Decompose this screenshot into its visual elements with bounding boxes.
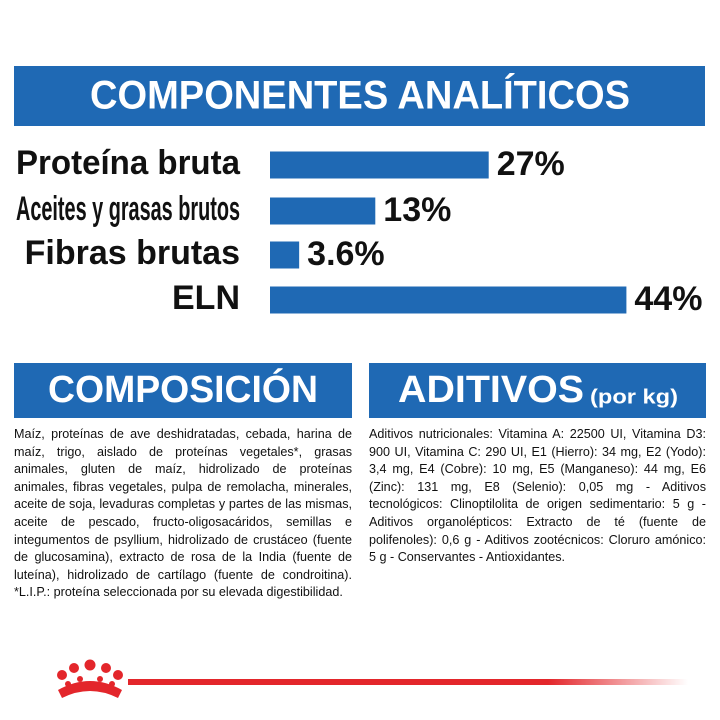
bar xyxy=(270,286,627,314)
composition-text: Maíz, proteínas de ave deshidratadas, ce… xyxy=(14,427,352,600)
additives-subtitle: (por kg) xyxy=(590,386,678,408)
value-label: 13% xyxy=(383,191,451,229)
category-label: ELN xyxy=(172,279,240,317)
title-banner xyxy=(14,66,705,126)
additives-banner xyxy=(369,363,706,418)
bar xyxy=(270,151,489,179)
crown-logo xyxy=(57,659,123,698)
bar-chart: Proteína bruta 27% Aceites y grasas brutos… xyxy=(16,144,702,318)
bar xyxy=(270,241,300,269)
category-label: Fibras brutas xyxy=(25,234,240,272)
value-label: 3.6% xyxy=(307,235,385,273)
category-label: Aceites y grasas brutos xyxy=(16,190,240,228)
value-label: 27% xyxy=(497,145,565,183)
composition-title: COMPOSICIÓN xyxy=(48,367,318,411)
additives-text: Aditivos nutricionales: Vitamina A: 2250… xyxy=(369,427,706,565)
composition-banner xyxy=(14,363,352,418)
chart-title: COMPONENTES ANALÍTICOS xyxy=(90,73,630,118)
category-label: Proteína bruta xyxy=(16,144,241,182)
additives-title: ADITIVOS xyxy=(398,369,584,411)
bar xyxy=(270,197,376,225)
footer-line xyxy=(128,679,688,685)
value-label: 44% xyxy=(634,280,702,318)
